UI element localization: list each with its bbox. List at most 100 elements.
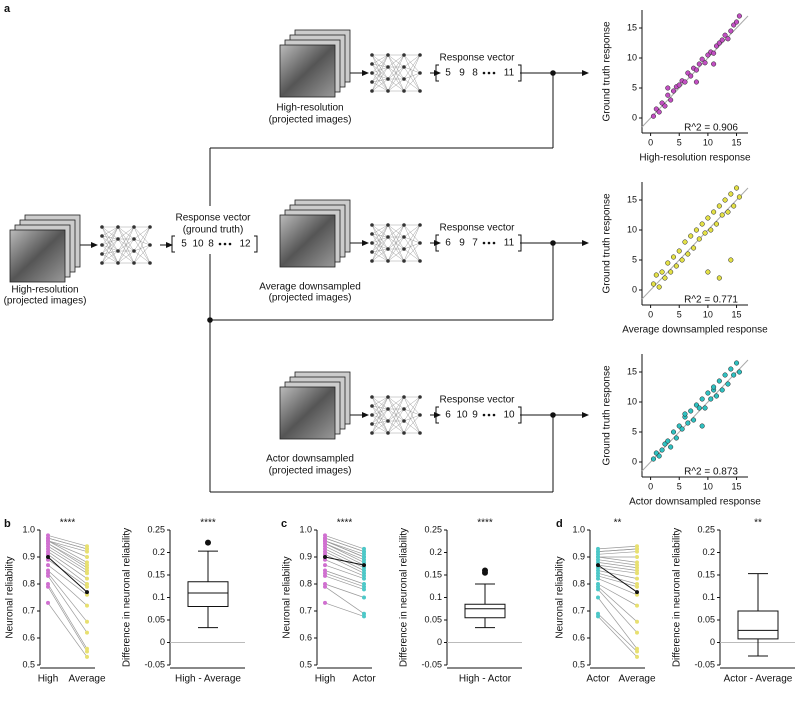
network-edge bbox=[117, 226, 135, 264]
vector-value: 9 bbox=[459, 68, 465, 79]
ellipsis-dot bbox=[492, 413, 496, 417]
network-node bbox=[370, 259, 374, 263]
network-edge bbox=[371, 396, 389, 410]
point bbox=[665, 92, 671, 98]
network-node bbox=[418, 89, 422, 93]
pair-line bbox=[47, 551, 88, 579]
point bbox=[656, 284, 662, 290]
network-edge bbox=[371, 396, 389, 422]
significance: ** bbox=[754, 518, 762, 529]
point bbox=[699, 56, 705, 62]
x-tick-label: 15 bbox=[732, 309, 742, 319]
y-axis-label: Ground truth response bbox=[602, 365, 613, 465]
pair-line bbox=[597, 562, 638, 569]
y-tick-label: 10 bbox=[627, 52, 637, 62]
pair-line bbox=[597, 616, 638, 658]
panel-label: d bbox=[556, 518, 563, 530]
pair-line bbox=[47, 535, 88, 547]
network-edge bbox=[403, 414, 421, 434]
pair-line bbox=[597, 545, 638, 550]
point bbox=[711, 384, 717, 390]
network-edge bbox=[101, 235, 119, 264]
x-axis-label: High-resolution response bbox=[639, 153, 751, 164]
network-node bbox=[100, 252, 104, 256]
point bbox=[85, 649, 89, 654]
network-edge bbox=[403, 54, 421, 74]
network-edge bbox=[101, 226, 119, 252]
mean-line bbox=[47, 556, 88, 593]
network-edge bbox=[371, 405, 389, 434]
vector-value: 5 bbox=[181, 239, 187, 250]
point bbox=[596, 595, 600, 600]
network-edge bbox=[403, 396, 421, 410]
network-node bbox=[402, 419, 406, 423]
point bbox=[653, 272, 659, 278]
network-edge bbox=[101, 238, 119, 264]
x-tick-label: 0 bbox=[648, 309, 653, 319]
network-node bbox=[402, 247, 406, 251]
point bbox=[650, 456, 657, 462]
y-tick-label: 0.1 bbox=[429, 592, 442, 602]
bracket bbox=[254, 235, 258, 253]
network-edge bbox=[371, 63, 389, 68]
vector-value: 10 bbox=[192, 239, 204, 250]
row-label: Average downsampled bbox=[259, 282, 361, 293]
network-node bbox=[402, 395, 406, 399]
network-edge bbox=[371, 224, 389, 253]
pair-line bbox=[47, 570, 88, 606]
y-tick-label: 5 bbox=[632, 426, 637, 436]
row-label: Actor downsampled bbox=[266, 454, 354, 465]
network-edge bbox=[403, 66, 421, 74]
row-label: (projected images) bbox=[269, 293, 352, 304]
network-edge bbox=[387, 54, 405, 80]
pair-line bbox=[47, 559, 88, 587]
network-edge bbox=[371, 233, 389, 238]
pair-line bbox=[324, 575, 365, 590]
network-edge bbox=[403, 396, 421, 416]
point bbox=[362, 595, 366, 600]
point bbox=[731, 372, 737, 378]
network-edge bbox=[101, 226, 119, 240]
point bbox=[323, 573, 327, 578]
point bbox=[85, 630, 89, 635]
y-tick-label: 0.9 bbox=[299, 551, 312, 561]
pair-line bbox=[597, 586, 638, 623]
network-edge bbox=[371, 63, 389, 92]
network-node bbox=[148, 261, 152, 265]
y-axis-label: Difference in neuronal reliability bbox=[122, 528, 133, 667]
point bbox=[596, 576, 600, 581]
network-node bbox=[370, 395, 374, 399]
network-edge bbox=[371, 236, 389, 262]
vector-value: 10 bbox=[456, 410, 468, 421]
network-edge bbox=[371, 242, 389, 250]
vector-value: 7 bbox=[472, 238, 478, 249]
pair-line bbox=[47, 586, 88, 652]
point bbox=[362, 576, 366, 581]
network-edge bbox=[101, 244, 119, 264]
pair-line bbox=[47, 564, 88, 596]
network-edge bbox=[403, 420, 421, 434]
y-tick-label: 0.05 bbox=[697, 614, 715, 624]
pair-line bbox=[597, 551, 638, 555]
point bbox=[323, 563, 327, 568]
input-label: (projected images) bbox=[4, 296, 87, 307]
network-node bbox=[370, 71, 374, 75]
network-node bbox=[418, 259, 422, 263]
pair-line bbox=[47, 602, 88, 658]
network-edge bbox=[387, 420, 405, 434]
network-node bbox=[402, 89, 406, 93]
y-tick-label: 0.9 bbox=[572, 551, 585, 561]
image-layer bbox=[279, 44, 336, 98]
point bbox=[696, 61, 702, 67]
network-edge bbox=[371, 63, 389, 80]
y-tick-label: 0 bbox=[160, 637, 165, 647]
y-tick-label: 0.7 bbox=[299, 605, 312, 615]
network-edge bbox=[371, 396, 389, 434]
y-tick-label: 0.05 bbox=[424, 614, 442, 624]
point bbox=[670, 429, 677, 435]
y-tick-label: 0.5 bbox=[572, 659, 585, 669]
network-node bbox=[370, 223, 374, 227]
pair-line bbox=[597, 559, 638, 566]
point bbox=[699, 221, 705, 227]
y-tick-label: 0.2 bbox=[702, 547, 715, 557]
